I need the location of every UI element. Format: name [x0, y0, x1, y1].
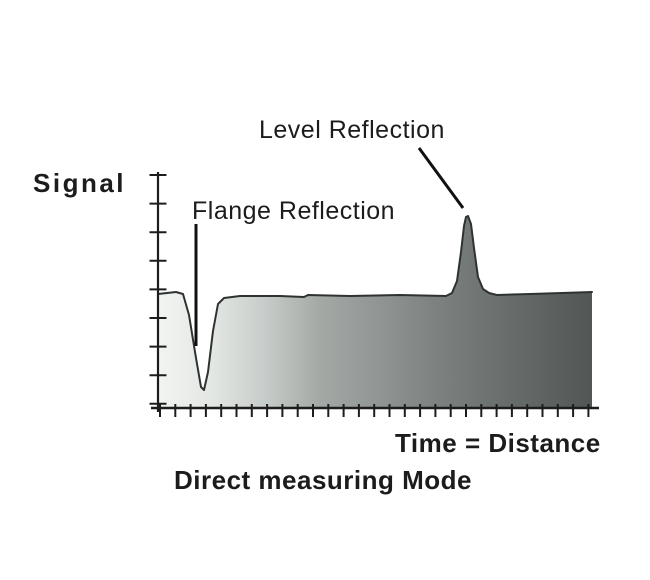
y-axis-label: Signal: [33, 168, 127, 198]
level-reflection-annotation: Level Reflection: [259, 116, 445, 144]
x-axis-label: Time = Distance: [395, 428, 601, 458]
level-leader-line: [417, 147, 465, 209]
signal-curve: [157, 215, 593, 391]
caption: Direct measuring Mode: [174, 465, 473, 495]
x-axis-ticks: [159, 404, 590, 417]
flange-reflection-annotation: Flange Reflection: [192, 197, 396, 225]
signal-area-fill: [158, 216, 592, 407]
